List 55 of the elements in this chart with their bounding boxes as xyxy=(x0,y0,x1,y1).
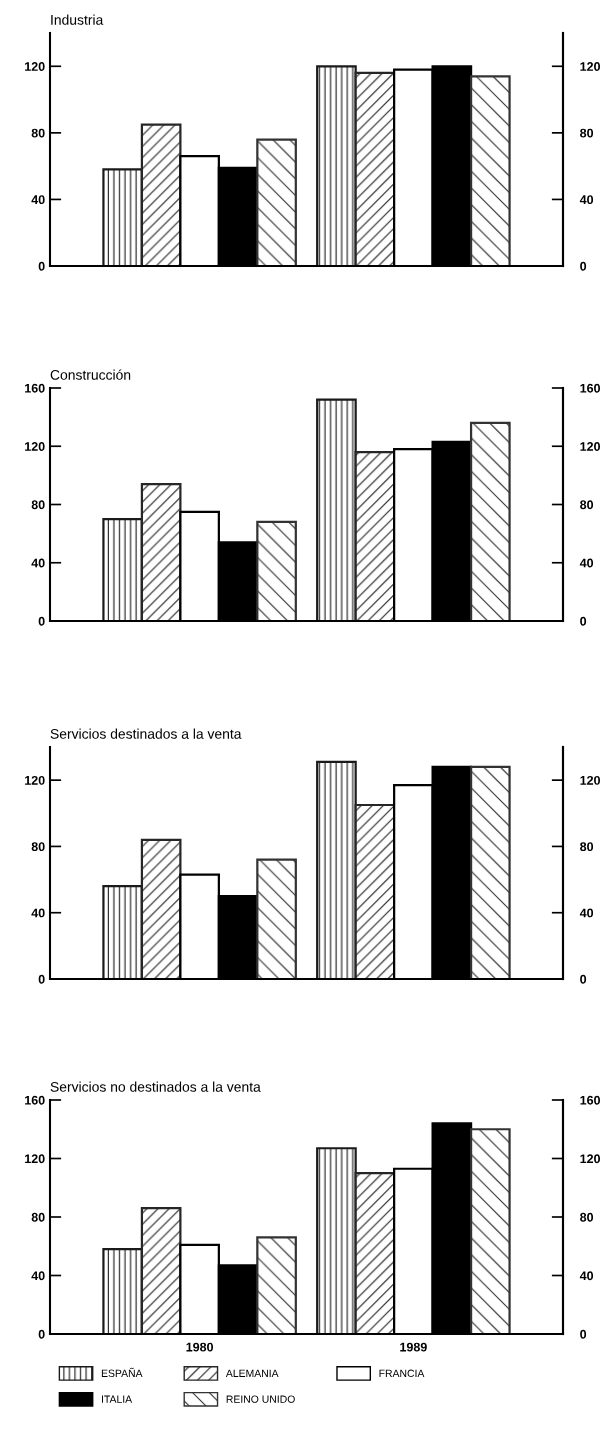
y-tick-label: 0 xyxy=(38,1329,45,1339)
y2-tick-label: 80 xyxy=(580,1212,594,1222)
y-tick-label: 80 xyxy=(31,500,45,510)
legend-label: ITALIA xyxy=(102,1395,133,1403)
y2-tick-label: 160 xyxy=(580,383,601,393)
bar xyxy=(469,75,511,266)
legend-label: ALEMANIA xyxy=(225,1369,279,1377)
y-tick-label: 80 xyxy=(31,842,45,852)
y2-tick-label: 120 xyxy=(580,62,601,71)
y2-tick-label: 120 xyxy=(580,1154,601,1164)
chart-title: Servicios destinados a la venta xyxy=(50,728,242,739)
y-tick-label: 120 xyxy=(25,442,45,451)
y2-tick-label: 120 xyxy=(580,775,601,785)
y2-tick-label: 0 xyxy=(580,1329,587,1339)
y2-tick-label: 80 xyxy=(580,842,594,852)
y-tick-label: 160 xyxy=(25,383,45,393)
y-tick-label: 120 xyxy=(25,775,45,785)
y2-tick-label: 160 xyxy=(580,1095,601,1105)
bar xyxy=(256,1236,297,1334)
chart-title: Construcción xyxy=(50,369,131,380)
y-tick-label: 120 xyxy=(25,1154,45,1164)
y2-tick-label: 40 xyxy=(579,195,594,205)
legend-label: FRANCIA xyxy=(379,1369,425,1377)
bar xyxy=(469,1128,511,1334)
y2-tick-label: 80 xyxy=(580,128,594,138)
y2-tick-label: 0 xyxy=(580,616,587,626)
chart-title: Industria xyxy=(51,14,104,25)
y-tick-label: 0 xyxy=(38,616,45,626)
y-tick-label: 40 xyxy=(31,558,45,568)
y-tick-label: 40 xyxy=(31,195,45,205)
y2-tick-label: 0 xyxy=(580,974,587,984)
legend-label: REINO UNIDO xyxy=(226,1395,295,1403)
y-tick-label: 80 xyxy=(31,128,45,138)
y-tick-label: 40 xyxy=(31,1271,45,1281)
legend-label: ESPAÑA xyxy=(101,1367,143,1377)
y-tick-label: 120 xyxy=(25,62,45,71)
chart-title: Servicios no destinados a la venta xyxy=(50,1081,261,1092)
y2-tick-label: 80 xyxy=(580,500,594,510)
y-tick-label: 0 xyxy=(38,974,45,984)
bar xyxy=(469,765,511,979)
bar xyxy=(469,421,511,621)
y2-tick-label: 40 xyxy=(579,1271,594,1281)
bar xyxy=(256,138,297,266)
y-tick-label: 40 xyxy=(31,908,45,918)
bar xyxy=(256,858,297,979)
x-tick-label: 1980 xyxy=(186,1342,214,1352)
y-tick-label: 160 xyxy=(25,1095,45,1105)
y2-tick-label: 40 xyxy=(579,908,594,918)
y-tick-label: 0 xyxy=(38,261,45,271)
y2-tick-label: 40 xyxy=(579,558,594,568)
y2-tick-label: 120 xyxy=(580,442,601,451)
y2-tick-label: 0 xyxy=(580,261,587,271)
bar xyxy=(256,520,297,621)
y-tick-label: 80 xyxy=(31,1212,45,1222)
x-tick-label: 1989 xyxy=(400,1342,427,1352)
